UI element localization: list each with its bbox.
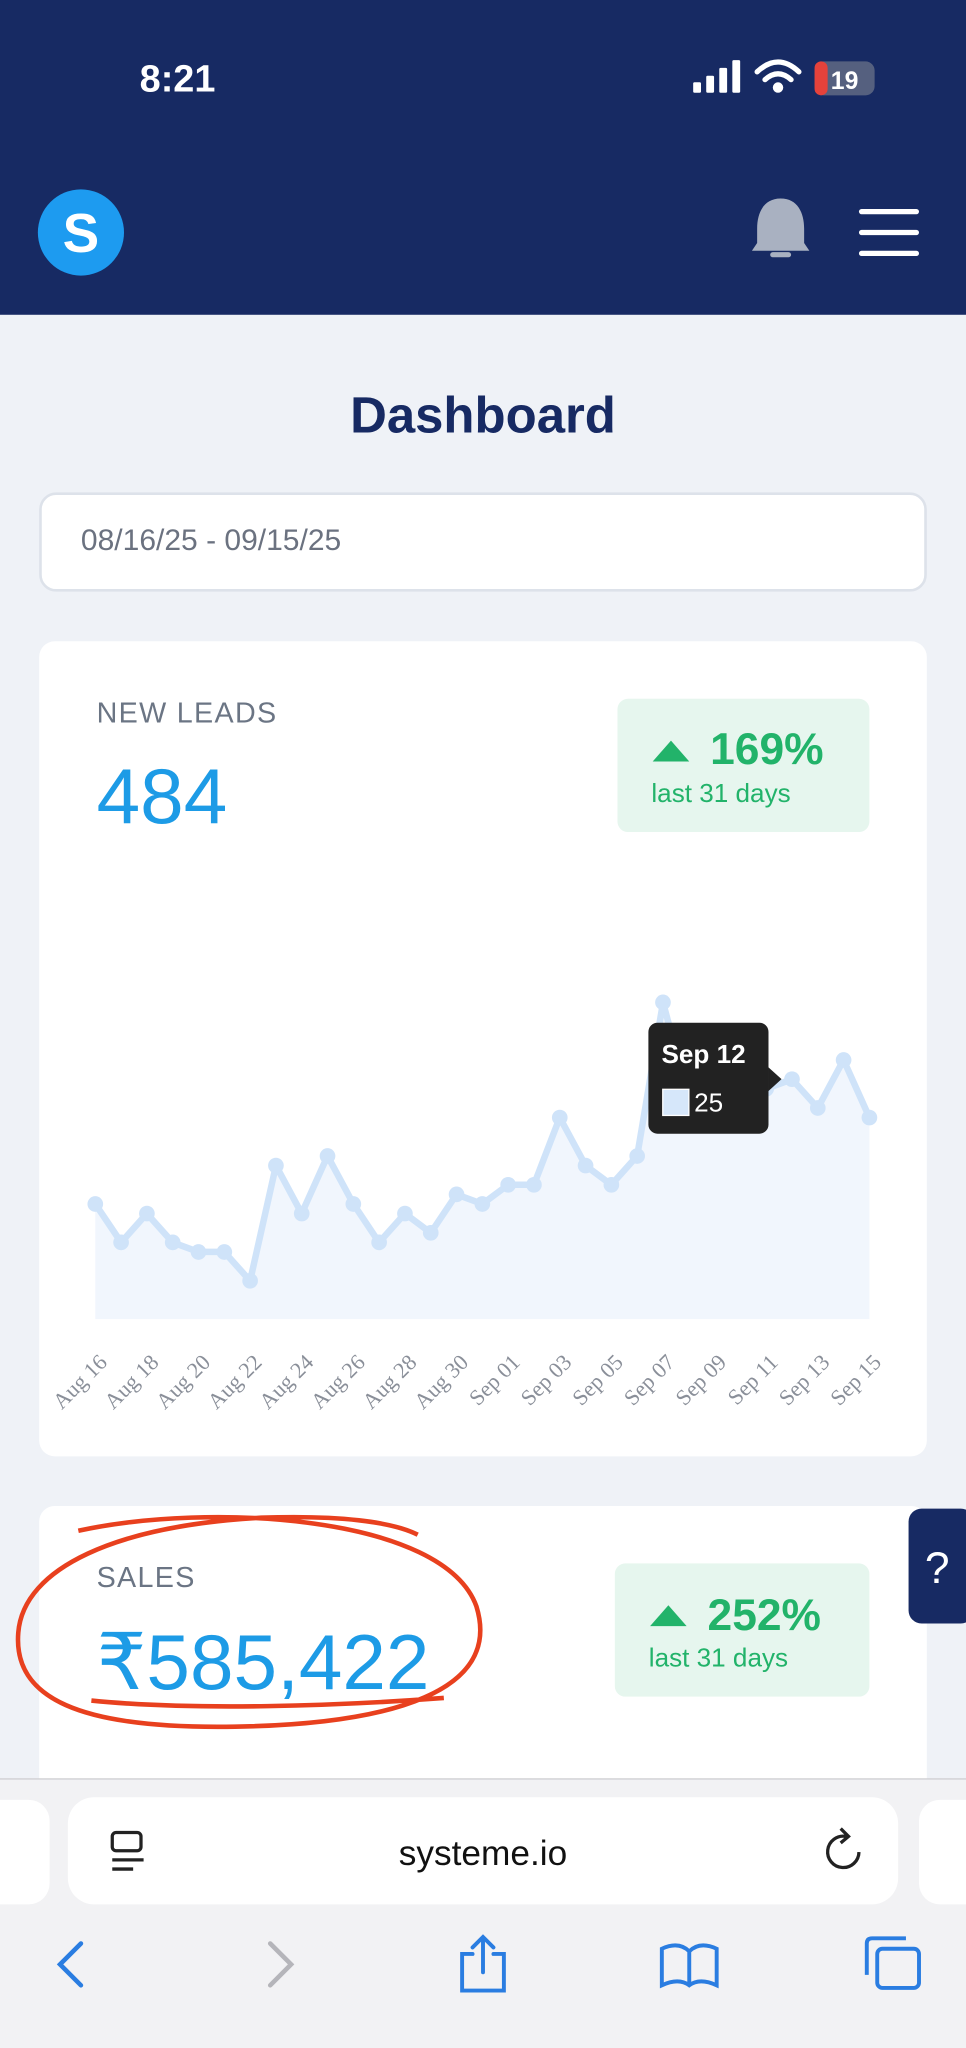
point: [551, 1109, 568, 1126]
leads-label: NEW LEADS: [97, 697, 278, 729]
sales-period: last 31 days: [649, 1643, 788, 1673]
signal-icon: [693, 60, 741, 93]
point: [603, 1176, 620, 1193]
point: [655, 994, 671, 1011]
sales-total: ₹585,422: [97, 1618, 430, 1706]
up-arrow: [652, 740, 690, 762]
menu-icon[interactable]: [858, 208, 920, 256]
point: [87, 1196, 104, 1212]
point: [268, 1157, 284, 1174]
point: [784, 1071, 800, 1088]
battery: [814, 61, 875, 96]
prev-tab[interactable]: [0, 1799, 50, 1905]
date-range-input[interactable]: [39, 492, 927, 592]
share-button[interactable]: [460, 1934, 506, 1993]
tabs-button[interactable]: [864, 1936, 921, 1990]
point: [345, 1196, 362, 1212]
point: [397, 1205, 413, 1222]
sales-label: SALES: [97, 1562, 196, 1594]
sales-change-badge: [614, 1563, 870, 1697]
point: [448, 1186, 465, 1203]
logo-letter: S: [63, 202, 100, 264]
point: [629, 1148, 646, 1164]
point: [190, 1244, 207, 1260]
status-time: 8:21: [140, 58, 216, 100]
leads-period: last 31 days: [651, 778, 790, 808]
point: [371, 1234, 387, 1251]
battery-text: 19: [831, 68, 859, 95]
point: [139, 1205, 155, 1222]
point: [835, 1052, 852, 1068]
point: [293, 1205, 310, 1222]
point: [216, 1244, 233, 1260]
tooltip-value: 25: [694, 1088, 723, 1118]
point: [500, 1176, 516, 1193]
leads-change-badge: [617, 698, 870, 832]
point: [861, 1109, 878, 1126]
red-annotation: [15, 1514, 483, 1730]
tooltip: Sep 12 25: [648, 1022, 782, 1134]
page-title: Dashboard: [350, 386, 616, 443]
forward-button[interactable]: [267, 1941, 295, 1988]
point: [242, 1272, 258, 1289]
back-button[interactable]: [56, 1941, 84, 1988]
point: [809, 1100, 826, 1116]
date-range-text: 08/16/25 - 09/15/25: [81, 524, 341, 557]
point: [474, 1196, 491, 1212]
bookmarks-button[interactable]: [659, 1943, 719, 1989]
url-text: systeme.io: [399, 1834, 567, 1873]
point: [319, 1148, 336, 1164]
reload-icon[interactable]: [826, 1827, 861, 1870]
url-bar[interactable]: [67, 1797, 899, 1905]
point: [526, 1176, 542, 1193]
point: [577, 1157, 594, 1174]
point: [422, 1224, 439, 1241]
tooltip-swatch: [662, 1088, 690, 1117]
up-arrow: [650, 1605, 687, 1627]
wifi-icon: [754, 59, 802, 93]
header-bg: [0, 0, 966, 315]
help-text: ?: [925, 1544, 950, 1593]
point: [164, 1234, 181, 1251]
leads-change: 169%: [710, 725, 823, 774]
tooltip-title: Sep 12: [661, 1039, 745, 1069]
reader-icon[interactable]: [110, 1830, 144, 1871]
leads-total: 484: [97, 752, 228, 840]
sales-change: 252%: [708, 1591, 821, 1640]
logo[interactable]: [37, 189, 125, 276]
bell-icon[interactable]: [751, 198, 810, 258]
tooltip-arrow: [768, 1067, 782, 1091]
point: [113, 1234, 129, 1251]
battery-level: [814, 61, 828, 96]
help-button[interactable]: [908, 1508, 966, 1624]
next-tab[interactable]: [919, 1799, 966, 1905]
